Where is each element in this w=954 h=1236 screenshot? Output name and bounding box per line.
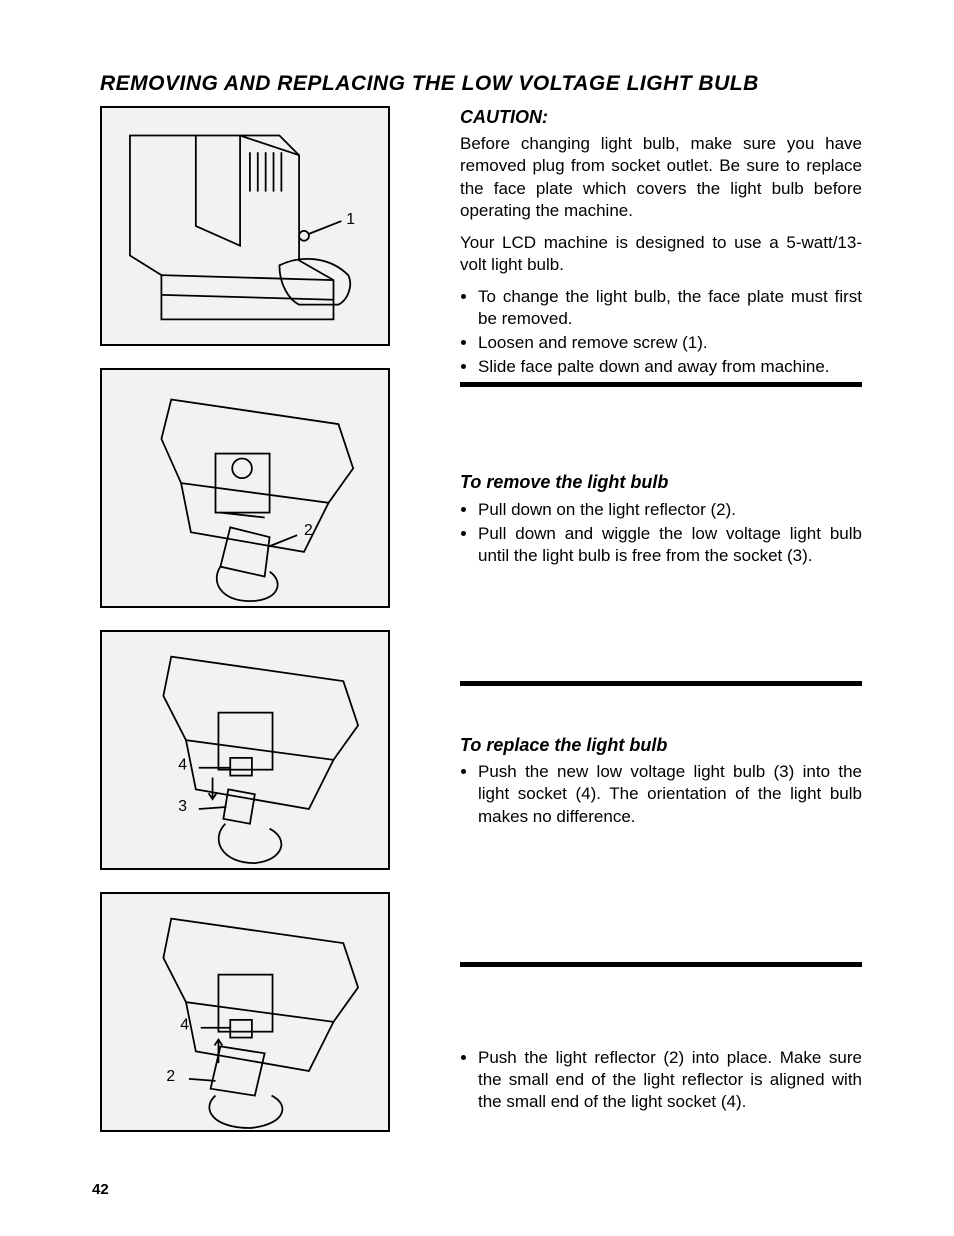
replace-heading: To replace the light bulb: [460, 734, 862, 757]
remove-bullet: Pull down on the light reflector (2).: [478, 499, 862, 521]
figure-2: 2: [100, 368, 390, 608]
replace-bullet: Push the new low voltage light bulb (3) …: [478, 761, 862, 827]
callout-2: 2: [304, 522, 313, 539]
caution-para-1: Before changing light bulb, make sure yo…: [460, 133, 862, 221]
remove-heading: To remove the light bulb: [460, 471, 862, 494]
callout-4b: 4: [180, 1017, 189, 1034]
figure-3: 4 3: [100, 630, 390, 870]
caution-bullets: To change the light bulb, the face plate…: [460, 286, 862, 380]
callout-3: 3: [178, 798, 187, 815]
caution-bullet: To change the light bulb, the face plate…: [478, 286, 862, 330]
figures-column: 1: [100, 106, 400, 1132]
remove-bullets: Pull down on the light reflector (2). Pu…: [460, 499, 862, 569]
callout-2b: 2: [166, 1068, 175, 1085]
page: REMOVING AND REPLACING THE LOW VOLTAGE L…: [0, 0, 954, 1236]
caution-para-2: Your LCD machine is designed to use a 5-…: [460, 232, 862, 276]
page-title: REMOVING AND REPLACING THE LOW VOLTAGE L…: [100, 72, 862, 96]
caution-heading: CAUTION:: [460, 106, 862, 129]
caution-bullet: Loosen and remove screw (1).: [478, 332, 862, 354]
reflector-bullets: Push the light reflector (2) into place.…: [460, 1047, 862, 1115]
remove-bullet: Pull down and wiggle the low voltage lig…: [478, 523, 862, 567]
callout-4a: 4: [178, 757, 187, 774]
figure-1: 1: [100, 106, 390, 346]
reflector-bullet: Push the light reflector (2) into place.…: [478, 1047, 862, 1113]
replace-bullets: Push the new low voltage light bulb (3) …: [460, 761, 862, 829]
page-number: 42: [92, 1181, 109, 1198]
body-grid: 1: [100, 106, 862, 1132]
figure-4: 4 2: [100, 892, 390, 1132]
callout-1: 1: [346, 211, 355, 228]
text-column: CAUTION: Before changing light bulb, mak…: [460, 106, 862, 1132]
caution-bullet: Slide face palte down and away from mach…: [478, 356, 862, 378]
